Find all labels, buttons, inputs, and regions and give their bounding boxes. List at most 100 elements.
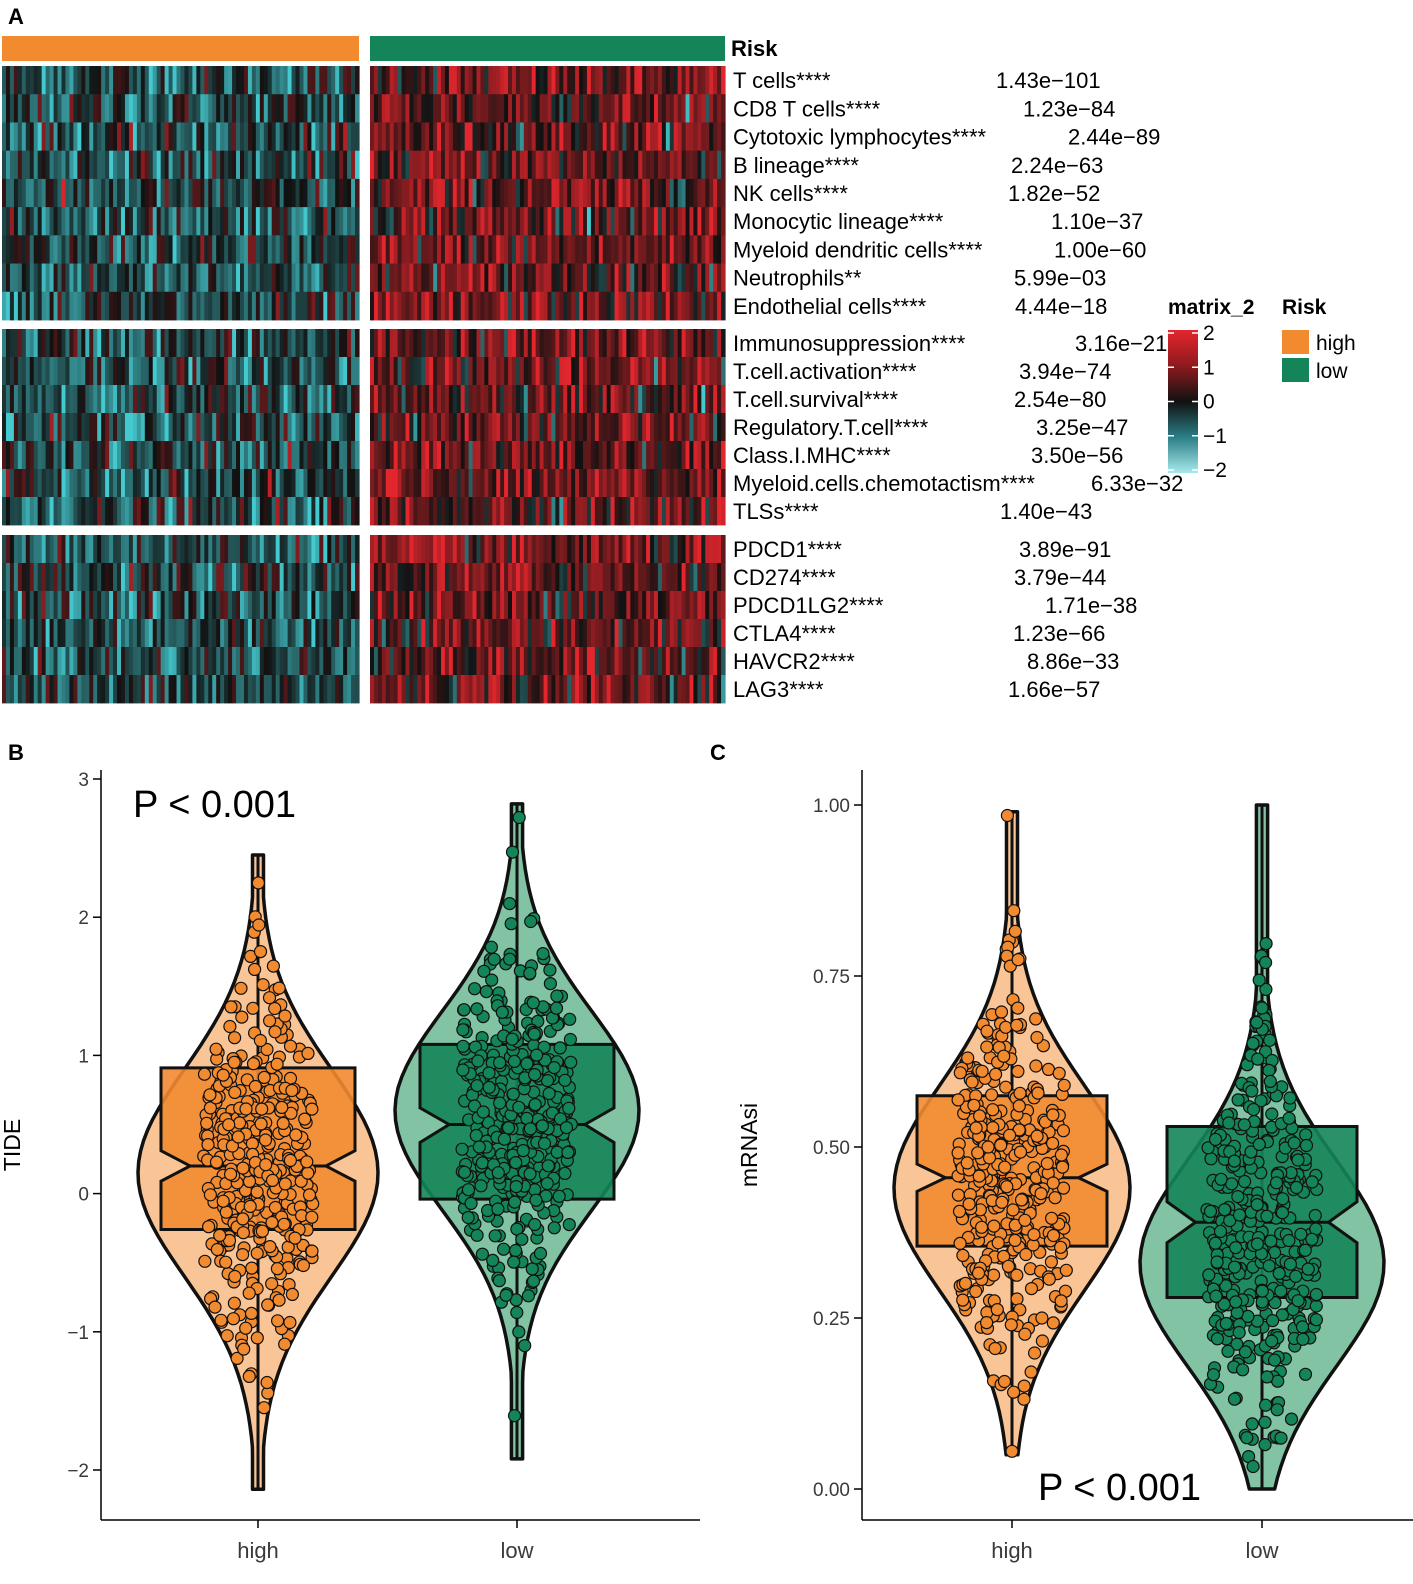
heatmap-cell [61, 563, 67, 592]
heatmap-cell [547, 150, 553, 180]
heatmap-cell [5, 441, 11, 470]
heatmap-cell [492, 263, 497, 293]
heatmap-cell [263, 385, 269, 414]
heatmap-cell [721, 122, 726, 152]
heatmap-cell [650, 207, 655, 236]
heatmap-cell [484, 619, 489, 648]
heatmap-cell [433, 385, 438, 414]
heatmap-cell [347, 150, 352, 180]
heatmap-cell [669, 357, 675, 386]
heatmap-cell [677, 291, 683, 321]
heatmap-cell [5, 469, 11, 498]
heatmap-cell [315, 357, 320, 386]
heatmap-cell [417, 469, 422, 498]
heatmap-cell [259, 497, 265, 526]
heatmap-cell [665, 563, 671, 592]
heatmap-cell [519, 66, 525, 95]
heatmap-cell [247, 619, 253, 648]
heatmap-cell [721, 647, 726, 676]
heatmap-cell [323, 563, 328, 592]
heatmap-cell [291, 66, 297, 95]
heatmap-cell [393, 94, 399, 123]
heatmap-cell [224, 235, 229, 264]
heatmap-cell [49, 291, 55, 321]
heatmap-cell [267, 122, 273, 152]
heatmap-cell [69, 441, 74, 470]
heatmap-cell [176, 66, 182, 95]
heatmap-cell [701, 357, 706, 386]
heatmap-cell [236, 647, 241, 676]
heatmap-cell [61, 66, 67, 95]
heatmap-cell [579, 675, 584, 704]
heatmap-cell [279, 122, 285, 152]
heatmap-cell [500, 66, 505, 95]
data-point-high [275, 1100, 289, 1115]
heatmap-cell [355, 122, 360, 152]
heatmap-cell [709, 329, 714, 358]
heatmap-cell [267, 329, 273, 358]
heatmap-cell [331, 150, 336, 180]
heatmap-cell [602, 675, 608, 704]
heatmap-cell [224, 122, 229, 152]
heatmap-cell [41, 497, 47, 526]
heatmap-cell [13, 357, 19, 386]
heatmap-cell [421, 619, 426, 648]
heatmap-cell [575, 385, 580, 414]
heatmap-cell [527, 591, 533, 620]
heatmap-cell [128, 413, 134, 442]
heatmap-cell [236, 122, 241, 152]
heatmap-cell [673, 619, 679, 648]
heatmap-cell [275, 207, 281, 236]
heatmap-cell [689, 329, 695, 358]
data-point-low [537, 1040, 551, 1054]
heatmap-cell [271, 178, 277, 208]
heatmap-cell [164, 122, 170, 152]
heatmap-cell [373, 497, 379, 526]
heatmap-cell [512, 413, 517, 442]
heatmap-cell [335, 647, 340, 676]
heatmap-cell [2, 535, 7, 564]
heatmap-cell [370, 291, 375, 321]
heatmap-cell [488, 263, 493, 293]
heatmap-cell [531, 329, 537, 358]
heatmap-cell [101, 235, 106, 264]
heatmap-cell [33, 207, 39, 236]
heatmap-cell [452, 497, 458, 526]
heatmap-cell [303, 178, 309, 208]
heatmap-cell [681, 150, 687, 180]
heatmap-cell [323, 441, 328, 470]
heatmap-cell [531, 591, 537, 620]
heatmap-cell [531, 150, 537, 180]
heatmap-cell [212, 66, 217, 95]
heatmap-cell [176, 178, 182, 208]
heatmap-cell [583, 563, 588, 592]
heatmap-row-label: T cells**** [733, 68, 831, 93]
heatmap-cell [192, 263, 197, 293]
data-point-low [562, 1217, 576, 1232]
heatmap-cell [496, 263, 501, 293]
data-point-low [464, 1196, 478, 1211]
heatmap-cell [164, 66, 170, 95]
heatmap-cell [5, 591, 11, 620]
heatmap-cell [339, 535, 344, 564]
heatmap-cell [393, 441, 399, 470]
heatmap-cell [208, 178, 213, 208]
heatmap-cell [9, 357, 15, 386]
heatmap-cell [638, 357, 643, 386]
heatmap-cell [433, 150, 438, 180]
heatmap-cell [504, 122, 509, 152]
heatmap-cell [204, 619, 209, 648]
heatmap-cell [705, 441, 710, 470]
heatmap-cell [551, 535, 556, 564]
heatmap-cell [271, 591, 277, 620]
heatmap-cell [109, 150, 114, 180]
heatmap-cell [9, 441, 15, 470]
heatmap-cell [208, 413, 213, 442]
data-point-high [262, 991, 277, 1005]
heatmap-cell [33, 563, 39, 592]
heatmap-cell [299, 619, 305, 648]
heatmap-cell [355, 591, 360, 620]
heatmap-cell [247, 207, 253, 236]
heatmap-cell [523, 469, 529, 498]
data-point-high [257, 1070, 271, 1085]
